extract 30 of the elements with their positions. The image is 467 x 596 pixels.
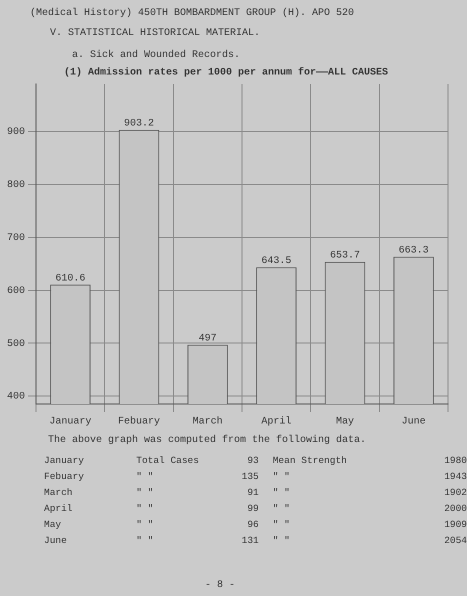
- text: June " " 131 " " 2054: [44, 534, 467, 546]
- data-label: 663.3: [398, 245, 429, 256]
- text: - 8 -: [205, 580, 236, 591]
- y-tick-label: 800: [6, 180, 26, 192]
- text: March " " 91 " " 1902: [44, 486, 467, 498]
- text: a. Sick and Wounded Records.: [72, 50, 240, 61]
- y-tick-label: 600: [6, 286, 26, 297]
- x-tick-label: January: [49, 416, 92, 428]
- data-label: 903.2: [124, 118, 154, 130]
- chart-title: (1) Admission rates per 1000 per annum for——ALL CAUSES: [64, 66, 388, 79]
- x-tick-label: Febuary: [118, 416, 160, 428]
- text: The above graph was computed from the following data.: [48, 435, 366, 446]
- text: April " " 99 " " 2000: [44, 502, 467, 514]
- x-tick-label: May: [336, 416, 354, 428]
- data-label: 610.6: [55, 273, 86, 284]
- text: January Total Cases 93 Mean Strength 1980: [44, 454, 467, 466]
- text: Febuary " " 135 " " 1943: [44, 470, 467, 482]
- y-tick-label: 700: [6, 233, 26, 244]
- data-label: 643.5: [261, 256, 292, 267]
- y-tick-label: 500: [6, 338, 26, 350]
- text: V. STATISTICAL HISTORICAL MATERIAL.: [50, 28, 260, 39]
- text: (Medical History) 450TH BOMBARDMENT GROUP (H). APO 520: [30, 8, 354, 19]
- data-label: 653.7: [330, 250, 360, 262]
- text: May " " 96 " " 1909: [44, 518, 467, 530]
- data-label: 497: [198, 333, 217, 344]
- x-tick-label: March: [192, 416, 223, 428]
- y-tick-label: 900: [6, 127, 26, 138]
- y-tick-label: 400: [6, 392, 26, 403]
- x-tick-label: June: [402, 416, 426, 428]
- x-tick-label: April: [261, 416, 292, 428]
